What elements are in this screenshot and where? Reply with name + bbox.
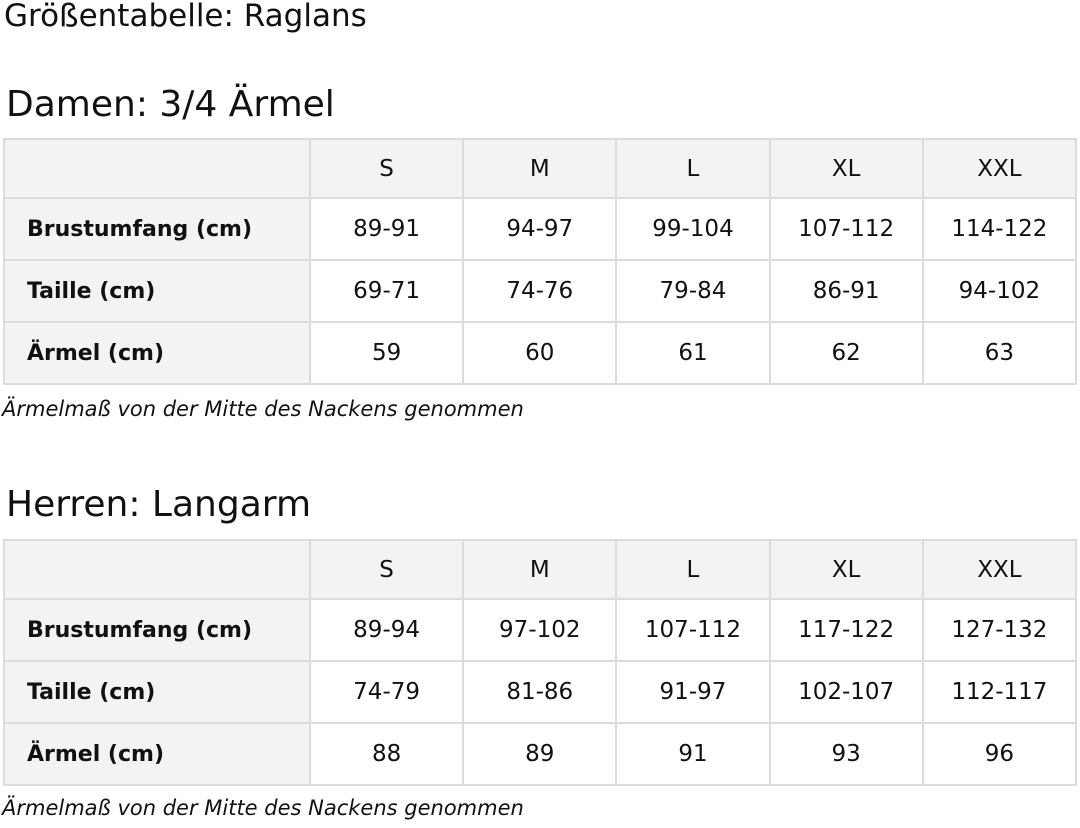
- measure-cell: 94-102: [921, 259, 1078, 323]
- table-row: Taille (cm) 74-79 81-86 91-97 102-107 112-117: [3, 660, 1078, 724]
- table-note-herren: Ärmelmaß von der Mitte des Nackens genom…: [2, 796, 524, 820]
- size-header: XL: [768, 539, 924, 600]
- row-label: Brustumfang (cm): [3, 598, 311, 662]
- measure-cell: 88: [308, 722, 465, 786]
- table-row: Taille (cm) 69-71 74-76 79-84 86-91 94-102: [3, 259, 1078, 323]
- measure-cell: 114-122: [921, 197, 1078, 261]
- corner-cell: [3, 138, 311, 199]
- measure-cell: 74-76: [462, 259, 618, 323]
- measure-cell: 61: [615, 321, 771, 385]
- measure-cell: 91: [615, 722, 771, 786]
- measure-cell: 117-122: [768, 598, 924, 662]
- measure-cell: 86-91: [768, 259, 924, 323]
- section-heading-herren: Herren: Langarm: [6, 484, 312, 525]
- measure-cell: 81-86: [462, 660, 618, 724]
- size-header: S: [308, 138, 465, 199]
- section-heading-damen: Damen: 3/4 Ärmel: [6, 84, 335, 125]
- measure-cell: 69-71: [308, 259, 465, 323]
- measure-cell: 60: [462, 321, 618, 385]
- size-header: XL: [768, 138, 924, 199]
- measure-cell: 107-112: [615, 598, 771, 662]
- table-row: Brustumfang (cm) 89-91 94-97 99-104 107-112 1…: [3, 197, 1078, 261]
- measure-cell: 99-104: [615, 197, 771, 261]
- measure-cell: 97-102: [462, 598, 618, 662]
- measure-cell: 94-97: [462, 197, 618, 261]
- page-title: Größentabelle: Raglans: [4, 0, 367, 34]
- measure-cell: 127-132: [921, 598, 1078, 662]
- measure-cell: 74-79: [308, 660, 465, 724]
- table-row: Brustumfang (cm) 89-94 97-102 107-112 117-12…: [3, 598, 1078, 662]
- size-header: XXL: [921, 539, 1078, 600]
- measure-cell: 96: [921, 722, 1078, 786]
- measure-cell: 89-94: [308, 598, 465, 662]
- table-note-damen: Ärmelmaß von der Mitte des Nackens genom…: [2, 397, 524, 421]
- measure-cell: 112-117: [921, 660, 1078, 724]
- size-header: M: [462, 539, 618, 600]
- measure-cell: 93: [768, 722, 924, 786]
- size-header: M: [462, 138, 618, 199]
- corner-cell: [3, 539, 311, 600]
- measure-cell: 79-84: [615, 259, 771, 323]
- row-label: Ärmel (cm): [3, 321, 311, 385]
- row-label: Taille (cm): [3, 660, 311, 724]
- table-row: Ärmel (cm) 88 89 91 93 96: [3, 722, 1078, 786]
- measure-cell: 63: [921, 321, 1078, 385]
- measure-cell: 102-107: [768, 660, 924, 724]
- size-table-damen: S M L XL XXL Brustumfang (cm) 89-91 94-97 99-104…: [3, 138, 1078, 385]
- measure-cell: 89-91: [308, 197, 465, 261]
- header-row: S M L XL XXL: [3, 138, 1078, 199]
- size-header: XXL: [921, 138, 1078, 199]
- size-header: L: [615, 138, 771, 199]
- measure-cell: 59: [308, 321, 465, 385]
- measure-cell: 107-112: [768, 197, 924, 261]
- size-header: L: [615, 539, 771, 600]
- table-row: Ärmel (cm) 59 60 61 62 63: [3, 321, 1078, 385]
- size-table-herren: S M L XL XXL Brustumfang (cm) 89-94 97-102 107-1…: [3, 539, 1078, 786]
- measure-cell: 62: [768, 321, 924, 385]
- header-row: S M L XL XXL: [3, 539, 1078, 600]
- size-header: S: [308, 539, 465, 600]
- measure-cell: 91-97: [615, 660, 771, 724]
- row-label: Brustumfang (cm): [3, 197, 311, 261]
- row-label: Ärmel (cm): [3, 722, 311, 786]
- row-label: Taille (cm): [3, 259, 311, 323]
- measure-cell: 89: [462, 722, 618, 786]
